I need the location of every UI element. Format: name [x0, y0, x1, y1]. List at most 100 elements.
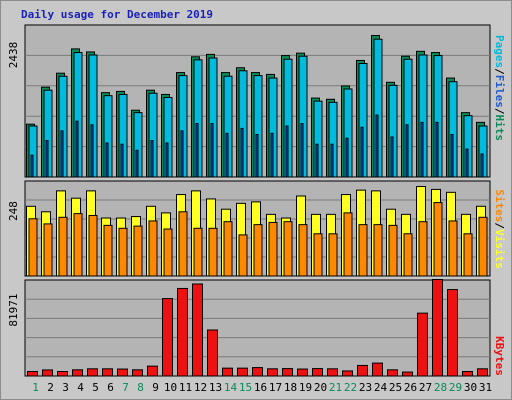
bar-files-day-21-body: [330, 143, 334, 178]
bar-kbytes-day-25-body: [387, 369, 398, 377]
bar-sites-day-17: [268, 221, 278, 277]
x-label-day-29: 29: [449, 381, 462, 394]
bar-sites-day-10-body: [163, 228, 173, 277]
bar-sites-day-7: [118, 227, 128, 277]
bar-sites-day-5-body: [88, 214, 98, 277]
x-label-day-18: 18: [284, 381, 297, 394]
bar-sites-day-24-body: [373, 224, 383, 277]
bar-files-day-2: [45, 140, 49, 178]
legend-bottom-part-0: KBytes: [493, 336, 506, 376]
legend-bottom: KBytes: [493, 336, 506, 376]
bar-sites-day-5: [88, 214, 98, 277]
bar-files-day-30: [465, 148, 469, 178]
bar-sites-day-9: [148, 220, 158, 277]
bar-sites-day-26-body: [403, 233, 413, 277]
bar-kbytes-day-19-body: [297, 368, 308, 377]
x-label-day-4: 4: [77, 381, 84, 394]
bar-sites-day-27: [418, 221, 428, 277]
bar-sites-day-30-body: [463, 233, 473, 277]
bar-kbytes-day-3: [57, 371, 68, 377]
bar-sites-day-15-body: [238, 234, 248, 277]
bar-sites-day-22: [343, 212, 353, 277]
bar-sites-day-4-body: [73, 213, 83, 277]
bar-files-day-27: [420, 121, 424, 178]
bar-files-day-15: [240, 127, 244, 178]
x-label-day-16: 16: [254, 381, 267, 394]
bar-files-day-22: [345, 137, 349, 178]
bar-kbytes-day-7: [117, 368, 128, 377]
bar-files-day-14: [225, 132, 229, 178]
bar-files-day-10-body: [165, 142, 169, 178]
bar-sites-day-31-body: [478, 216, 488, 277]
bar-sites-day-13: [208, 227, 218, 277]
ymax-label-bottom: 81971: [7, 293, 20, 326]
ymax-label-middle: 248: [7, 201, 20, 221]
bar-kbytes-day-7-body: [117, 368, 128, 377]
x-label-day-26: 26: [404, 381, 417, 394]
bar-sites-day-14: [223, 221, 233, 277]
bar-sites-day-10: [163, 228, 173, 277]
bar-files-day-9-body: [150, 140, 154, 178]
bar-files-day-5-body: [90, 124, 94, 178]
x-label-day-12: 12: [194, 381, 207, 394]
bar-files-day-7: [120, 143, 124, 178]
bar-files-day-15-body: [240, 127, 244, 178]
bar-files-day-25: [390, 136, 394, 178]
bar-kbytes-day-2-body: [42, 369, 53, 377]
bar-files-day-11: [180, 130, 184, 178]
x-label-day-21: 21: [329, 381, 342, 394]
bar-files-day-11-body: [180, 130, 184, 178]
bar-sites-day-29-body: [448, 220, 458, 277]
bar-kbytes-day-13: [207, 329, 218, 377]
legend-top-part-2: Files: [493, 75, 506, 108]
x-label-day-17: 17: [269, 381, 282, 394]
bar-kbytes-day-31: [477, 368, 488, 377]
bar-kbytes-day-18-body: [282, 368, 293, 377]
bar-kbytes-day-11: [177, 287, 188, 377]
x-label-day-7: 7: [122, 381, 129, 394]
bar-files-day-17: [270, 132, 274, 178]
bar-sites-day-16-body: [253, 224, 263, 277]
bar-files-day-4: [75, 120, 79, 178]
bar-kbytes-day-8-body: [132, 369, 143, 377]
bar-kbytes-day-27: [417, 312, 428, 377]
x-label-day-9: 9: [152, 381, 159, 394]
bar-files-day-12: [195, 123, 199, 178]
bar-sites-day-25-body: [388, 224, 398, 277]
bar-files-day-30-body: [465, 148, 469, 178]
legend-middle-part-0: Sites: [493, 189, 506, 222]
bar-kbytes-day-23-body: [357, 364, 368, 377]
bar-files-day-13-body: [210, 123, 214, 178]
bar-sites-day-17-body: [268, 221, 278, 277]
bar-files-day-23-body: [360, 126, 364, 178]
bar-kbytes-day-11-body: [177, 287, 188, 377]
bar-kbytes-day-10-body: [162, 298, 173, 377]
bar-sites-day-21: [328, 233, 338, 277]
bar-kbytes-day-30-body: [462, 371, 473, 377]
bar-kbytes-day-12-body: [192, 283, 203, 377]
bar-kbytes-day-13-body: [207, 329, 218, 377]
x-label-day-31: 31: [479, 381, 492, 394]
bar-files-day-20-body: [315, 143, 319, 178]
bar-kbytes-day-5: [87, 368, 98, 377]
bar-files-day-18: [285, 125, 289, 178]
bar-files-day-16: [255, 134, 259, 178]
bar-files-day-24: [375, 114, 379, 178]
bar-sites-day-20-body: [313, 233, 323, 277]
bar-files-day-17-body: [270, 132, 274, 178]
x-label-day-19: 19: [299, 381, 312, 394]
bar-files-day-8: [135, 149, 139, 178]
bar-files-day-12-body: [195, 123, 199, 178]
bar-sites-day-13-body: [208, 227, 218, 277]
bar-files-day-18-body: [285, 125, 289, 178]
bar-kbytes-day-15: [237, 367, 248, 377]
bar-sites-day-6-body: [103, 224, 113, 277]
bar-kbytes-day-25: [387, 369, 398, 377]
bar-sites-day-30: [463, 233, 473, 277]
x-label-day-3: 3: [62, 381, 69, 394]
bar-kbytes-day-1: [27, 371, 38, 377]
ymax-label-top: 2438: [7, 42, 20, 69]
bar-files-day-3: [60, 130, 64, 178]
bar-kbytes-day-8: [132, 369, 143, 377]
bar-kbytes-day-26: [402, 371, 413, 377]
